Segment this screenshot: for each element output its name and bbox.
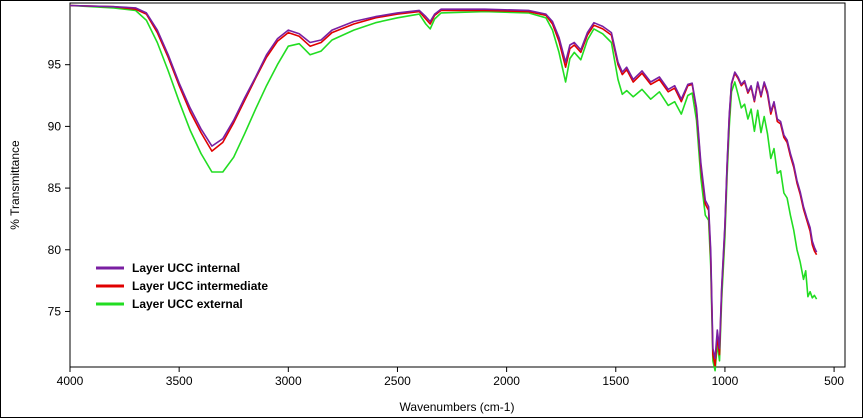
legend-label: Layer UCC internal	[132, 261, 240, 275]
x-tick-label: 2000	[493, 374, 520, 388]
x-axis: 4000 3500 3000 2500 2000 1500 1000 500	[57, 367, 844, 388]
x-tick-label: 2500	[384, 374, 411, 388]
series-line-layer-ucc-internal	[69, 4, 818, 360]
legend-label: Layer UCC external	[132, 297, 243, 311]
y-tick-label: 95	[48, 58, 62, 72]
plot-area	[69, 2, 846, 368]
x-tick-label: 1000	[712, 374, 739, 388]
x-tick-label: 3500	[166, 374, 193, 388]
x-tick-label: 500	[824, 374, 844, 388]
x-axis-label: Wavenumbers (cm-1)	[400, 400, 515, 414]
y-axis-label: % Transmittance	[8, 140, 22, 230]
series-line-layer-ucc-external	[69, 4, 818, 372]
legend: Layer UCC internal Layer UCC intermediate…	[96, 261, 268, 311]
y-tick-label: 90	[48, 119, 62, 133]
x-tick-label: 4000	[57, 374, 84, 388]
y-tick-label: 75	[48, 304, 62, 318]
x-tick-label: 1500	[602, 374, 629, 388]
y-axis: 75 80 85 90 95	[48, 58, 70, 318]
y-tick-label: 85	[48, 181, 62, 195]
y-tick-label: 80	[48, 243, 62, 257]
x-tick-label: 3000	[275, 374, 302, 388]
legend-label: Layer UCC intermediate	[132, 279, 268, 293]
series-layer	[69, 4, 818, 372]
